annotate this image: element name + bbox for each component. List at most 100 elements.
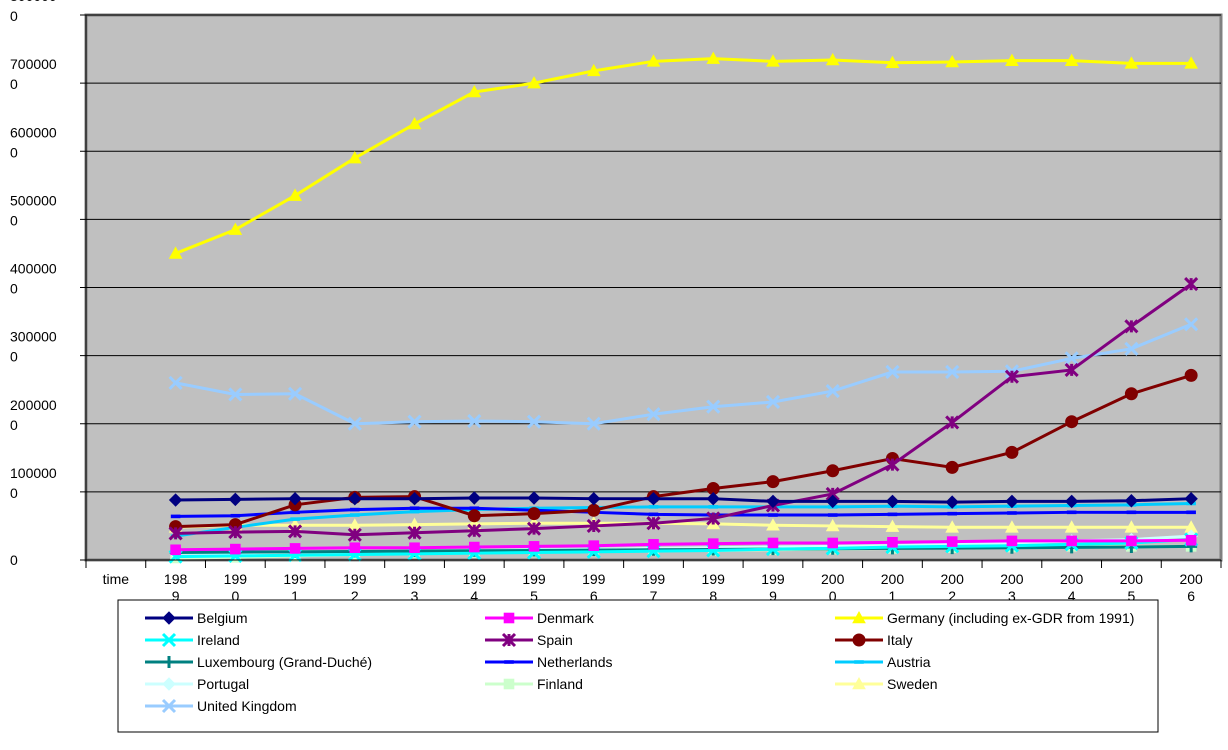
data-point bbox=[168, 526, 183, 541]
series-line bbox=[175, 322, 1192, 426]
data-point bbox=[1005, 445, 1019, 459]
data-point bbox=[885, 519, 900, 532]
data-point bbox=[469, 506, 480, 511]
x-tick-label: 200 3 bbox=[1000, 571, 1024, 604]
legend-label: Belgium bbox=[197, 610, 248, 626]
legend-marker bbox=[501, 632, 517, 648]
data-point bbox=[407, 525, 422, 540]
legend-marker bbox=[162, 677, 176, 691]
x-tick-label: 199 5 bbox=[522, 571, 546, 604]
data-point bbox=[1066, 535, 1077, 547]
legend-marker bbox=[854, 660, 864, 664]
data-point bbox=[587, 491, 601, 506]
data-point bbox=[945, 520, 960, 533]
data-point bbox=[946, 536, 958, 547]
data-point bbox=[766, 54, 780, 67]
y-tick-label: 600000 0 bbox=[10, 124, 57, 160]
data-point bbox=[467, 491, 481, 505]
data-point bbox=[1064, 520, 1079, 533]
x-tick-label: 199 3 bbox=[403, 571, 427, 604]
data-point bbox=[766, 475, 780, 489]
data-point bbox=[1184, 491, 1198, 506]
data-point bbox=[1005, 520, 1019, 533]
data-point bbox=[170, 514, 181, 519]
data-point bbox=[766, 494, 780, 509]
data-point bbox=[646, 407, 661, 422]
data-point bbox=[467, 509, 481, 523]
series-line bbox=[175, 506, 1192, 518]
data-point bbox=[290, 517, 300, 521]
data-point bbox=[1005, 494, 1019, 509]
data-point bbox=[407, 491, 422, 506]
y-tick-label: 200000 0 bbox=[10, 397, 57, 433]
data-point bbox=[706, 51, 721, 64]
series-denmark bbox=[170, 534, 1197, 556]
data-point bbox=[766, 518, 780, 531]
data-point bbox=[648, 539, 659, 550]
data-point bbox=[407, 116, 422, 130]
legend-label: Ireland bbox=[197, 632, 240, 648]
data-point bbox=[228, 387, 243, 402]
data-point bbox=[945, 415, 960, 430]
x-tick-label: 199 0 bbox=[224, 571, 248, 604]
x-tick-label: 199 7 bbox=[642, 571, 666, 604]
data-point bbox=[588, 540, 600, 551]
data-point bbox=[586, 518, 601, 533]
data-point bbox=[290, 510, 300, 515]
data-point bbox=[706, 491, 720, 506]
x-tick-label: 199 8 bbox=[702, 571, 726, 604]
x-tick-label: 199 9 bbox=[761, 571, 785, 604]
data-point bbox=[468, 541, 480, 553]
data-point bbox=[706, 511, 721, 526]
data-point bbox=[1124, 520, 1139, 533]
data-point bbox=[945, 495, 959, 509]
legend-entry: Finland bbox=[485, 676, 583, 692]
data-point bbox=[1184, 317, 1199, 332]
data-point bbox=[1124, 341, 1139, 356]
y-tick-label: 500000 0 bbox=[10, 192, 57, 228]
x-tick-label: 198 9 bbox=[164, 571, 188, 604]
data-point bbox=[1124, 387, 1138, 401]
legend-entry: Austria bbox=[835, 654, 931, 670]
data-point bbox=[527, 507, 541, 521]
y-tick-label: 100000 0 bbox=[10, 465, 57, 501]
data-point bbox=[945, 460, 959, 474]
data-point bbox=[350, 507, 360, 512]
data-point bbox=[288, 491, 302, 506]
legend-box bbox=[117, 599, 1159, 733]
data-point bbox=[885, 55, 900, 68]
data-point bbox=[228, 222, 243, 235]
data-point bbox=[289, 543, 301, 554]
data-point bbox=[1124, 56, 1139, 69]
data-point bbox=[1007, 511, 1017, 515]
data-point bbox=[648, 505, 659, 509]
data-point bbox=[1186, 510, 1196, 515]
x-tick-label: 200 1 bbox=[881, 571, 905, 604]
data-point bbox=[646, 516, 661, 531]
data-point bbox=[168, 493, 183, 507]
data-point bbox=[1124, 494, 1139, 508]
series-line bbox=[175, 282, 1192, 537]
data-point bbox=[526, 521, 542, 536]
data-point bbox=[707, 538, 719, 549]
legend-entry: Denmark bbox=[485, 610, 595, 626]
data-point bbox=[288, 524, 303, 539]
x-tick-label: 199 4 bbox=[463, 571, 487, 604]
legend-marker bbox=[503, 612, 515, 624]
data-point bbox=[586, 63, 601, 77]
data-point bbox=[349, 542, 361, 554]
series-germany-including-ex-gdr-from-1991 bbox=[168, 51, 1198, 259]
data-point bbox=[646, 54, 661, 67]
data-point bbox=[768, 513, 778, 517]
data-point bbox=[885, 494, 900, 509]
legend-marker bbox=[503, 678, 515, 690]
data-point bbox=[1064, 494, 1079, 509]
data-point bbox=[1124, 319, 1139, 334]
data-point bbox=[170, 544, 181, 556]
series-group bbox=[168, 51, 1199, 564]
data-point bbox=[765, 394, 781, 410]
series-line bbox=[175, 57, 1192, 255]
data-point bbox=[526, 414, 542, 429]
data-point bbox=[1184, 368, 1198, 382]
data-point bbox=[409, 506, 420, 511]
